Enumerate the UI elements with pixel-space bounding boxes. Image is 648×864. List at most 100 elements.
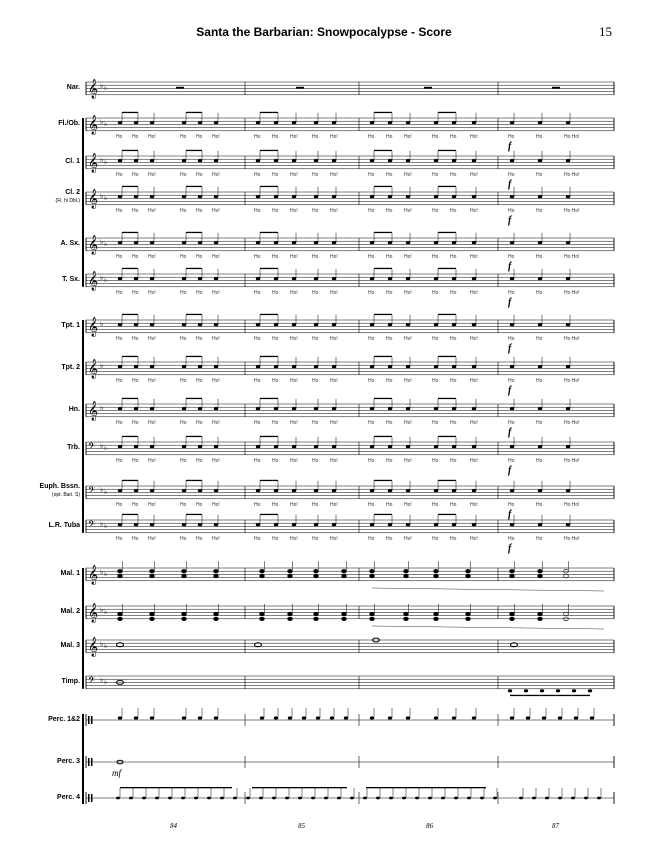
lyric-text: Ho <box>254 378 261 384</box>
note-head <box>181 277 187 281</box>
note-beam <box>186 231 202 234</box>
note-head <box>565 323 571 327</box>
note-head <box>313 616 319 621</box>
whole-rest <box>424 86 432 89</box>
flat-sign: ♭ <box>100 486 103 494</box>
lyric-text: Ho! <box>212 134 220 140</box>
note-head <box>291 195 297 199</box>
note-head <box>415 796 419 800</box>
lyric-text: Ho <box>386 336 393 342</box>
note-beam <box>186 435 202 438</box>
note-head <box>471 121 477 125</box>
note-head <box>343 716 349 720</box>
note-head <box>537 611 543 617</box>
dynamic-mezzo-forte: mf <box>112 768 122 778</box>
note-head <box>213 489 219 493</box>
note-head <box>405 241 411 245</box>
note-head <box>471 277 477 281</box>
lyric-text: Ho <box>450 458 457 464</box>
note-head <box>213 323 219 327</box>
note-head <box>451 716 457 720</box>
lyric-text: Ho <box>368 254 375 260</box>
note-head <box>369 195 375 199</box>
note-head <box>291 445 297 449</box>
note-beam <box>438 513 456 516</box>
instrument-label-hn: Hn. <box>68 406 80 414</box>
note-head <box>149 365 155 369</box>
note-beam <box>374 185 392 188</box>
note-beam <box>186 397 202 400</box>
lyric-text: Ho! <box>404 290 412 296</box>
note-head <box>213 445 219 449</box>
note-head <box>197 716 203 720</box>
flat-sign: ♭ <box>104 608 107 616</box>
flat-sign: ♭ <box>104 194 107 202</box>
note-beam <box>260 479 278 482</box>
note-head <box>369 407 375 411</box>
lyric-text: Ho <box>432 378 439 384</box>
treble-clef: 𝄞 <box>88 603 98 623</box>
note-head <box>403 611 409 617</box>
note-beam <box>374 267 392 270</box>
instrument-label-euph: Euph. Bssn. (opt. Bari. S) <box>39 483 80 499</box>
note-head <box>509 195 515 199</box>
note-head <box>117 489 123 493</box>
note-head <box>565 241 571 245</box>
note-head <box>313 121 319 125</box>
note-head <box>117 121 123 125</box>
lyric-text: Ho! <box>404 208 412 214</box>
flat-sign: ♭ <box>104 120 107 128</box>
note-head <box>313 365 319 369</box>
lyric-text: Ho <box>254 502 261 508</box>
lyric-text: Ho <box>132 420 139 426</box>
note-head <box>433 716 439 720</box>
system-bracket <box>82 320 84 533</box>
lyric-text: Ho <box>450 134 457 140</box>
note-head <box>509 616 515 621</box>
note-head <box>525 716 531 720</box>
note-head <box>433 241 439 245</box>
note-beam <box>374 149 392 152</box>
note-head <box>142 796 146 800</box>
lyric-text: Ho <box>432 208 439 214</box>
lyric-text: Ho <box>272 134 279 140</box>
note-head <box>341 569 347 574</box>
lyric-text: Ho <box>508 378 515 384</box>
note-head <box>331 445 337 449</box>
lyric-text: Ho! <box>290 290 298 296</box>
lyric-text: Ho <box>432 536 439 542</box>
lyric-text: Ho! <box>290 458 298 464</box>
note-head <box>313 195 319 199</box>
lyric-text: Ho <box>536 378 543 384</box>
lyric-text: Ho <box>432 172 439 178</box>
treble-clef: 𝄞 <box>88 115 98 135</box>
lyric-text: Ho <box>432 336 439 342</box>
note-head <box>369 716 375 720</box>
lyric-text: Ho <box>180 208 187 214</box>
note-head <box>313 569 319 574</box>
system-bracket <box>82 118 84 287</box>
treble-clef: 𝄞 <box>88 401 98 421</box>
note-head <box>405 195 411 199</box>
lyric-text: Ho! <box>212 290 220 296</box>
lyric-text: Ho <box>312 458 319 464</box>
note-head <box>465 573 471 579</box>
note-head <box>405 121 411 125</box>
note-head <box>387 407 393 411</box>
note-beam <box>438 149 456 152</box>
note-head <box>133 365 139 369</box>
lyric-text: Ho! <box>330 502 338 508</box>
lyric-text: Ho <box>180 172 187 178</box>
flat-sign: ♭ <box>104 240 107 248</box>
flat-sign: ♭ <box>104 276 107 284</box>
lyric-text: Ho <box>254 134 261 140</box>
note-head <box>471 241 477 245</box>
treble-clef: 𝄞 <box>88 637 98 657</box>
lyric-text: Ho <box>536 458 543 464</box>
tie-line <box>371 587 605 592</box>
treble-clef: 𝄞 <box>88 565 98 585</box>
lyric-text: Ho <box>386 378 393 384</box>
lyric-text: Ho <box>180 134 187 140</box>
page-title: Santa the Barbarian: Snowpocalypse - Sco… <box>196 25 452 39</box>
note-head <box>149 523 155 527</box>
